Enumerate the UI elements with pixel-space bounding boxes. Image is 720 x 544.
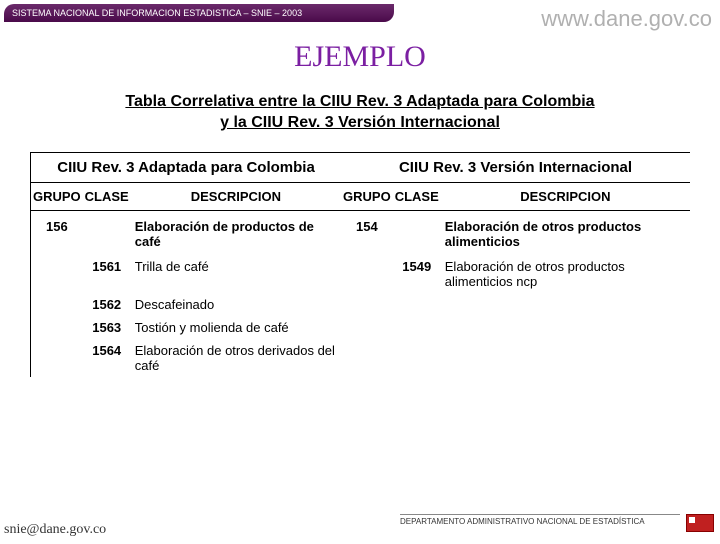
footer-department: DEPARTAMENTO ADMINISTRATIVO NACIONAL DE … xyxy=(400,514,680,526)
footer-email: snie@dane.gov.co xyxy=(4,522,106,538)
subtitle-line1: Tabla Correlativa entre la CIIU Rev. 3 A… xyxy=(125,93,594,110)
correlative-table: CIIU Rev. 3 Adaptada para Colombia CIIU … xyxy=(30,152,690,377)
subtitle: Tabla Correlativa entre la CIIU Rev. 3 A… xyxy=(0,92,720,134)
left-clase: 1564 xyxy=(83,339,131,377)
left-desc: Trilla de café xyxy=(131,255,341,293)
left-clase: 1561 xyxy=(83,255,131,293)
left-grupo-desc: Elaboración de productos de café xyxy=(131,210,341,255)
col-grupo-left: GRUPO xyxy=(31,182,83,210)
site-url: www.dane.gov.co xyxy=(541,6,712,32)
col-grupo-right: GRUPO xyxy=(341,182,393,210)
table-row: 1562 Descafeinado xyxy=(31,293,691,316)
table-row: 1564 Elaboración de otros derivados del … xyxy=(31,339,691,377)
subtitle-line2: y la CIIU Rev. 3 Versión Internacional xyxy=(220,114,500,131)
section-right-header: CIIU Rev. 3 Versión Internacional xyxy=(341,152,690,182)
right-grupo-desc: Elaboración de otros productos alimentic… xyxy=(441,210,690,255)
right-clase: 1549 xyxy=(393,255,441,293)
left-desc: Descafeinado xyxy=(131,293,341,316)
left-desc: Elaboración de otros derivados del café xyxy=(131,339,341,377)
col-clase-left: CLASE xyxy=(83,182,131,210)
col-clase-right: CLASE xyxy=(393,182,441,210)
col-desc-right: DESCRIPCION xyxy=(441,182,690,210)
left-grupo: 156 xyxy=(31,210,83,255)
grupo-row: 156 Elaboración de productos de café 154… xyxy=(31,210,691,255)
right-desc: Elaboración de otros productos alimentic… xyxy=(441,255,690,293)
left-clase: 1562 xyxy=(83,293,131,316)
table-row: 1563 Tostión y molienda de café xyxy=(31,316,691,339)
left-clase: 1563 xyxy=(83,316,131,339)
right-grupo: 154 xyxy=(341,210,393,255)
page-title: EJEMPLO xyxy=(0,40,720,74)
section-header-row: CIIU Rev. 3 Adaptada para Colombia CIIU … xyxy=(31,152,691,182)
column-header-row: GRUPO CLASE DESCRIPCION GRUPO CLASE DESC… xyxy=(31,182,691,210)
left-desc: Tostión y molienda de café xyxy=(131,316,341,339)
header-system-bar: SISTEMA NACIONAL DE INFORMACION ESTADIST… xyxy=(4,4,394,22)
table-row: 1561 Trilla de café 1549 Elaboración de … xyxy=(31,255,691,293)
section-left-header: CIIU Rev. 3 Adaptada para Colombia xyxy=(31,152,342,182)
col-desc-left: DESCRIPCION xyxy=(131,182,341,210)
dane-logo xyxy=(686,514,714,532)
